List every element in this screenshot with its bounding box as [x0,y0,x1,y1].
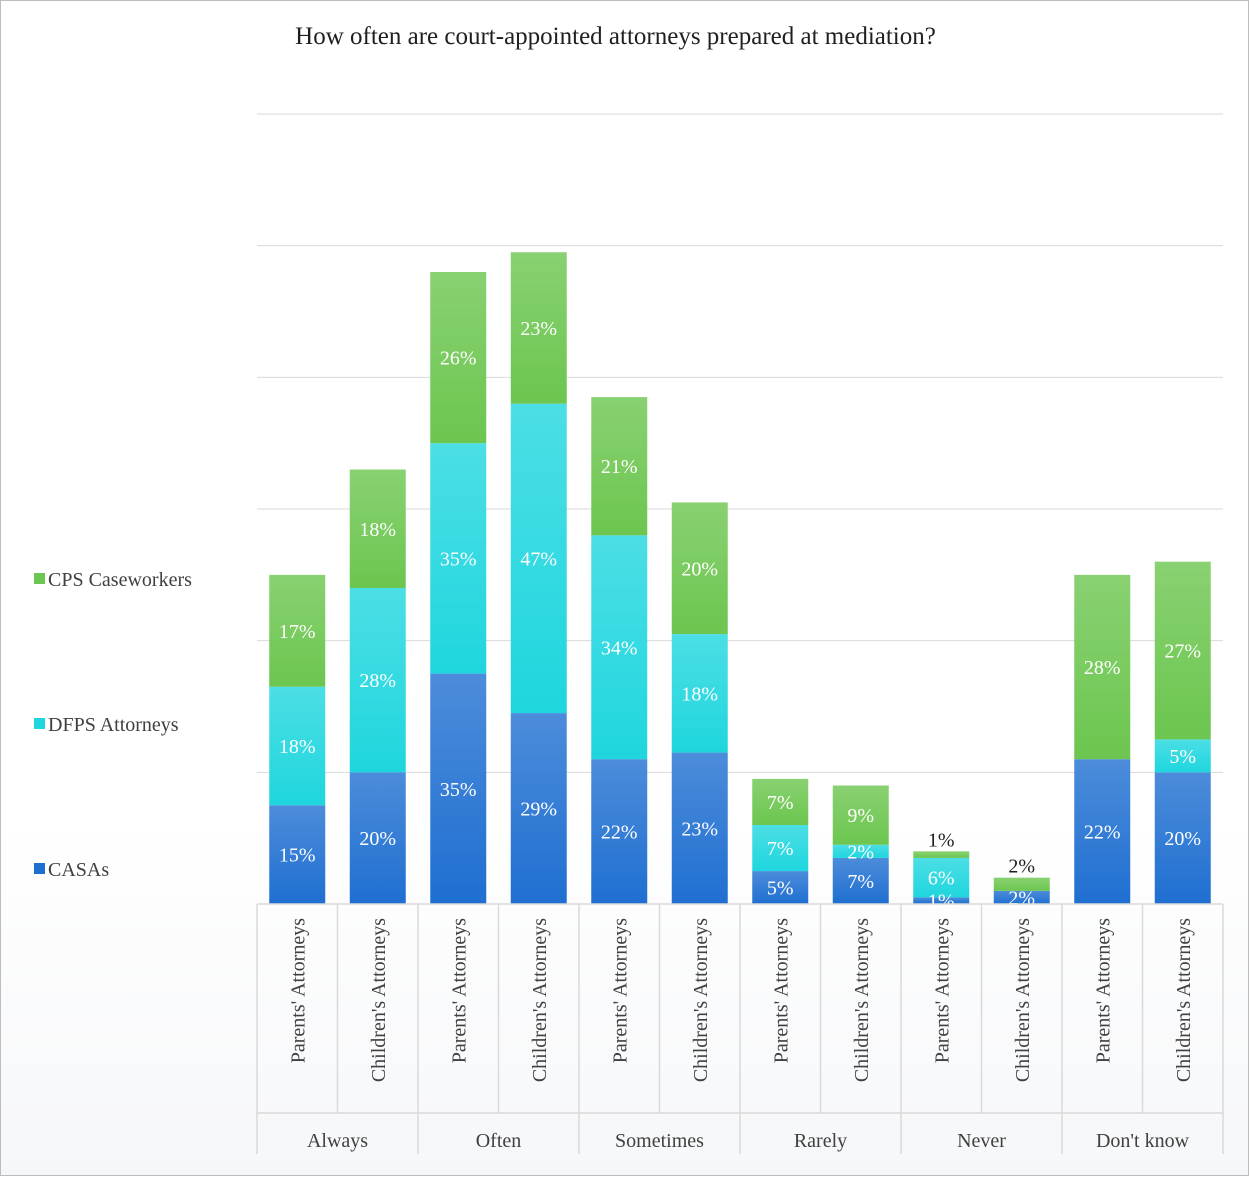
data-label: 35% [440,548,477,570]
bar-segment [913,897,970,904]
legend-swatch [34,863,45,874]
data-label: 9% [847,805,874,827]
data-label: 28% [1084,657,1121,679]
data-label: 34% [601,637,638,659]
x-tick-label: Children's Attorneys [1173,918,1195,1082]
bar-segment [1154,772,1211,904]
x-tick-label: Parents' Attorneys [609,918,631,1063]
x-tick-label: Children's Attorneys [1012,918,1034,1082]
data-label: 27% [1164,641,1201,663]
x-tick-label: Children's Attorneys [851,918,873,1082]
data-label: 20% [681,558,718,580]
bar-segment [430,272,487,444]
bar-segment [269,805,326,904]
bar-segment [832,844,889,858]
data-label: 21% [601,456,638,478]
bar-segment [510,252,567,404]
x-group-label: Always [307,1130,368,1152]
bar-segment [752,871,809,904]
bar-segment [1074,574,1131,760]
x-group-label: Don't know [1096,1130,1190,1152]
x-group-label: Rarely [794,1130,847,1152]
bar-segment [1154,561,1211,740]
bar-segment [510,713,567,904]
data-label: 5% [767,878,794,900]
data-label: 17% [279,621,316,643]
bar-segment [591,535,648,760]
x-tick-label: Children's Attorneys [529,918,551,1082]
x-tick-label: Children's Attorneys [368,918,390,1082]
bar-segment [671,752,728,904]
data-label: 7% [847,871,874,893]
bar-segment [430,443,487,674]
x-group-label: Sometimes [615,1130,704,1152]
x-group-label: Never [957,1130,1006,1152]
data-label: 23% [520,318,557,340]
x-group-label: Often [476,1130,522,1152]
x-tick-label: Parents' Attorneys [287,918,309,1063]
chart-title: How often are court-appointed attorneys … [295,23,936,50]
bar-segment [671,634,728,753]
legend-label: DFPS Attorneys [48,714,179,736]
legend-label: CASAs [48,859,109,881]
bar-segment [349,772,406,904]
data-label: 5% [1169,746,1196,768]
legend-swatch [34,573,45,584]
bar-segment [913,851,970,858]
x-tick-label: Parents' Attorneys [448,918,470,1063]
bar-segment [671,502,728,635]
data-label: 7% [767,792,794,814]
data-label: 22% [1084,822,1121,844]
data-label: 2% [1008,856,1035,878]
bar-segment [510,403,567,714]
bar-segment [993,877,1050,891]
bar-segment [1074,759,1131,904]
data-label: 6% [928,868,955,890]
data-label: 1% [928,891,955,913]
data-label: 20% [1164,828,1201,850]
data-label: 2% [847,841,874,863]
bar-segment [591,759,648,904]
legend-swatch [34,718,45,729]
bar-segment [269,574,326,687]
data-label: 26% [440,348,477,370]
data-label: 15% [279,845,316,867]
bar-segment [430,673,487,904]
data-label: 20% [359,828,396,850]
data-label: 29% [520,799,557,821]
data-label: 35% [440,779,477,801]
bar-segment [349,588,406,773]
bar-segment [832,785,889,845]
bar-segment [752,778,809,825]
data-label: 22% [601,822,638,844]
bar-segment [349,469,406,588]
x-tick-label: Parents' Attorneys [1092,918,1114,1063]
x-tick-label: Parents' Attorneys [931,918,953,1063]
data-label: 28% [359,670,396,692]
x-tick-label: Children's Attorneys [690,918,712,1082]
data-label: 18% [681,683,718,705]
data-label: 1% [928,829,955,851]
bar-segment [913,857,970,898]
bar-segment [752,825,809,872]
bar-segment [591,397,648,536]
data-label: 47% [520,548,557,570]
bar-segment [1154,739,1211,773]
bar-segment [993,890,1050,904]
bar-segment [269,686,326,806]
data-label: 2% [1008,887,1035,909]
bar-segment [832,857,889,904]
data-label: 23% [681,818,718,840]
data-label: 18% [359,519,396,541]
legend-label: CPS Caseworkers [48,569,192,591]
data-label: 18% [279,736,316,758]
data-label: 7% [767,838,794,860]
x-tick-label: Parents' Attorneys [770,918,792,1063]
